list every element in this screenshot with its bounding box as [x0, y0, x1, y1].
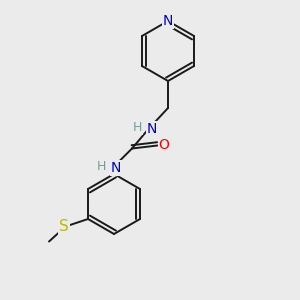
- Text: O: O: [159, 139, 170, 152]
- Text: S: S: [59, 219, 69, 234]
- Text: H: H: [96, 160, 106, 173]
- Text: H: H: [132, 121, 142, 134]
- Text: N: N: [163, 14, 173, 28]
- Text: N: N: [147, 122, 157, 136]
- Text: N: N: [111, 161, 121, 175]
